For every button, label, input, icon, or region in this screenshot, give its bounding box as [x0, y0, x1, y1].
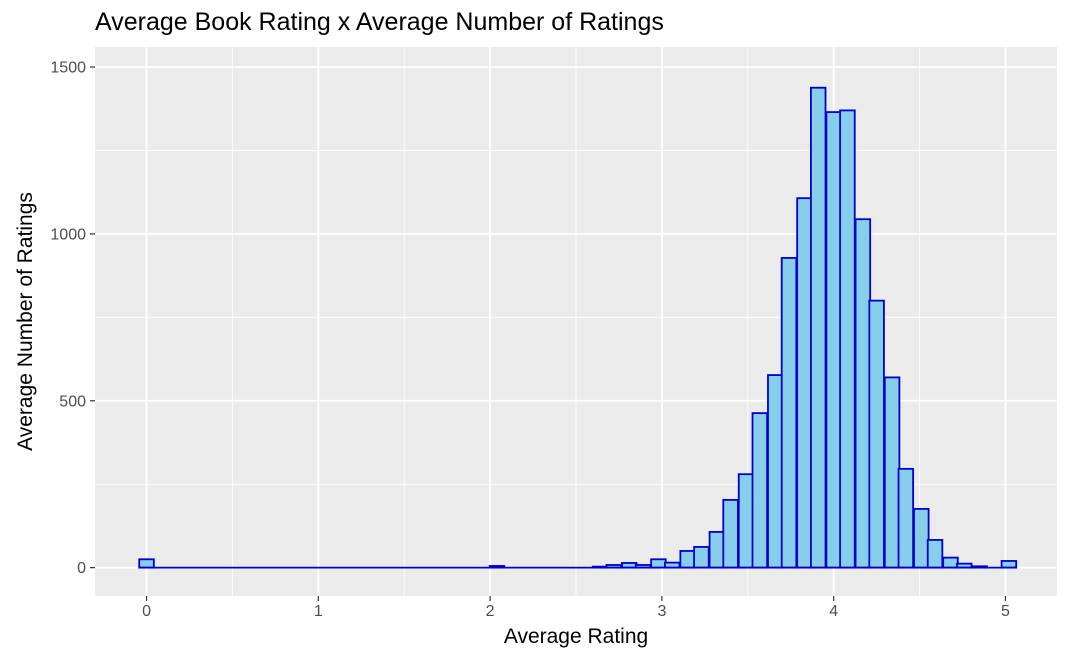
y-tick-label: 500 — [59, 393, 86, 410]
y-tick-label: 1000 — [50, 226, 86, 243]
y-axis-title: Average Number of Ratings — [14, 192, 37, 451]
histogram-bar — [942, 556, 959, 569]
histogram-bar — [839, 109, 856, 569]
x-tick-label: 3 — [657, 603, 666, 620]
histogram-bar — [138, 558, 155, 569]
histogram-bar — [767, 374, 784, 569]
histogram-bar — [780, 257, 798, 569]
histogram-bar — [722, 498, 739, 569]
histogram-bar — [650, 558, 667, 569]
bars — [138, 86, 1018, 569]
y-tick-label: 0 — [77, 560, 86, 577]
histogram-bar — [751, 412, 769, 569]
x-tick-label: 1 — [314, 603, 323, 620]
histogram-bar — [796, 197, 813, 569]
histogram-bar — [868, 299, 885, 569]
histogram-bar — [679, 550, 696, 569]
x-tick-label: 2 — [486, 603, 495, 620]
histogram-bar — [737, 473, 755, 569]
histogram-bar — [708, 531, 726, 569]
x-tick-label: 0 — [142, 603, 151, 620]
histogram-bar — [1000, 560, 1018, 569]
y-tick-label: 1500 — [50, 60, 86, 77]
x-tick-label: 5 — [1001, 603, 1010, 620]
histogram-bar — [913, 507, 930, 569]
histogram-bar — [825, 111, 842, 569]
x-axis: 0 1 2 3 4 5 — [142, 596, 1010, 620]
chart-title: Average Book Rating x Average Number of … — [95, 8, 664, 36]
x-axis-title: Average Rating — [504, 625, 648, 648]
histogram-bar — [854, 218, 872, 569]
histogram-bar — [810, 86, 827, 569]
x-tick-label: 4 — [829, 603, 838, 620]
y-axis: 0 500 1000 1500 — [50, 60, 95, 577]
histogram-bar — [883, 376, 901, 569]
histogram-bar — [897, 467, 915, 569]
histogram-bar — [926, 539, 944, 569]
histogram-bar — [693, 546, 710, 569]
